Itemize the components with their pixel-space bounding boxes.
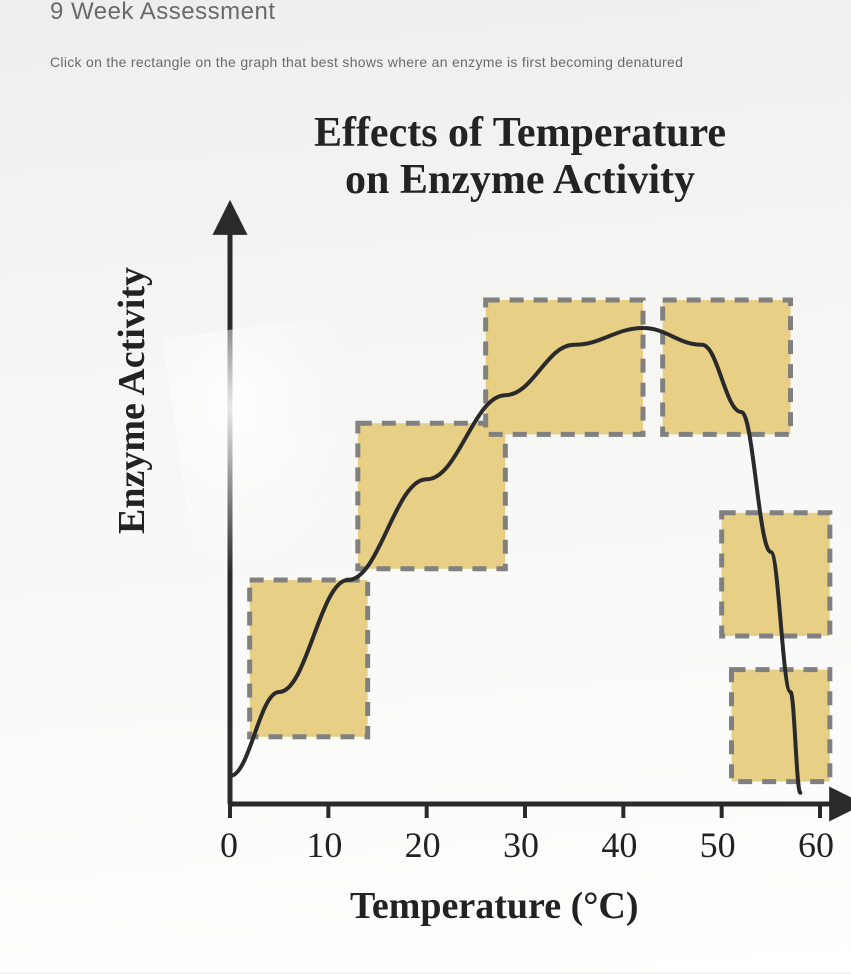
x-tick-label: 10 <box>306 824 342 866</box>
x-axis-label: Temperature (°C) <box>350 884 639 928</box>
y-axis-label: Enzyme Activity <box>110 267 154 534</box>
rect-3[interactable] <box>486 300 643 434</box>
rect-6[interactable] <box>732 670 830 782</box>
assessment-title: 9 Week Assessment <box>50 0 831 26</box>
rect-1[interactable] <box>250 580 368 737</box>
chart-title-line1: Effects of Temperature <box>314 110 726 156</box>
x-tick-label: 50 <box>700 824 736 866</box>
page: 9 Week Assessment Click on the rectangle… <box>0 0 851 972</box>
x-tick-label: 40 <box>601 824 637 866</box>
chart-area: Enzyme Activity 0102030405060 Temperatur… <box>140 164 851 924</box>
x-tick-label: 0 <box>220 824 238 866</box>
x-tick-label: 30 <box>503 824 539 866</box>
question-instruction: Click on the rectangle on the graph that… <box>50 54 831 70</box>
chart-svg <box>140 164 851 884</box>
x-tick-label: 20 <box>405 824 441 866</box>
rect-4[interactable] <box>663 300 791 434</box>
x-tick-label: 60 <box>798 824 834 866</box>
